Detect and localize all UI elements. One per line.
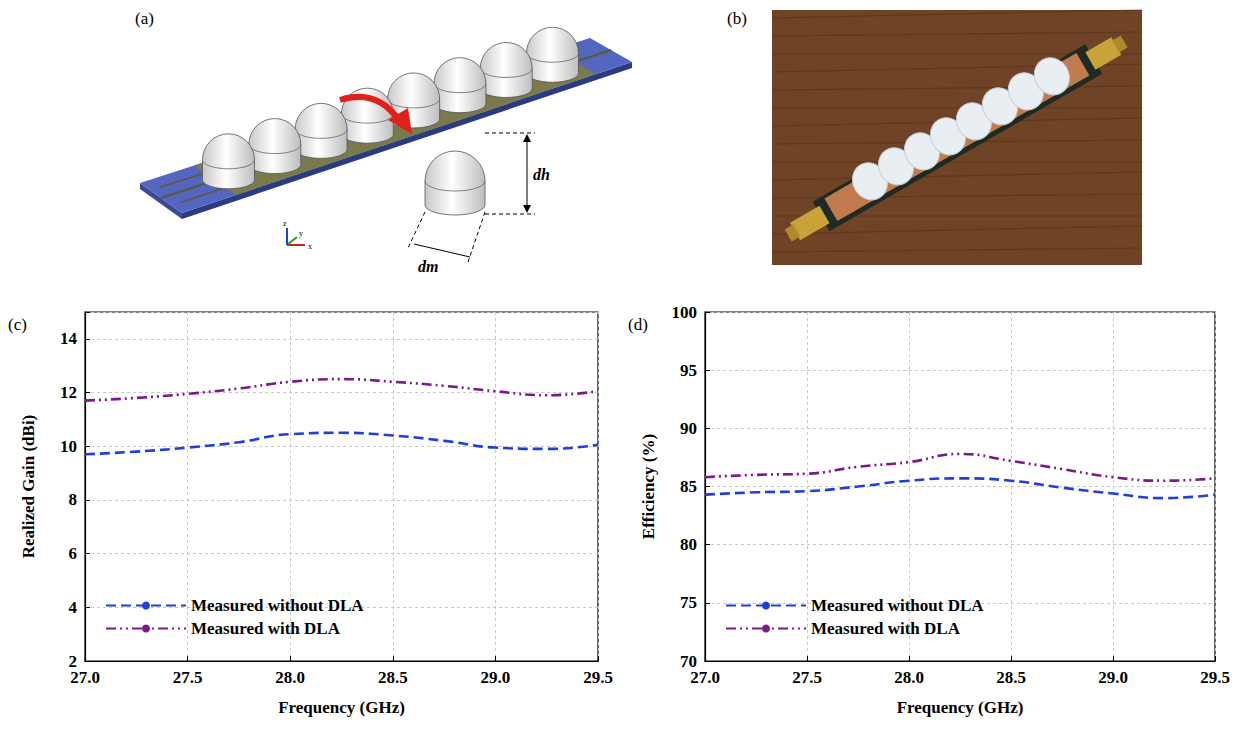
svg-text:27.0: 27.0: [690, 668, 720, 687]
svg-text:6: 6: [69, 544, 78, 563]
svg-text:80: 80: [680, 535, 697, 554]
svg-text:95: 95: [680, 361, 697, 380]
svg-text:85: 85: [680, 477, 697, 496]
svg-text:29.5: 29.5: [1200, 668, 1230, 687]
svg-text:(d): (d): [628, 315, 648, 334]
svg-text:27.0: 27.0: [70, 668, 100, 687]
svg-text:90: 90: [680, 419, 697, 438]
svg-text:Frequency (GHz): Frequency (GHz): [897, 698, 1024, 717]
svg-text:2: 2: [68, 651, 77, 671]
svg-text:29.0: 29.0: [481, 668, 511, 687]
svg-text:12: 12: [60, 383, 77, 402]
svg-text:y: y: [299, 229, 303, 238]
svg-text:28.5: 28.5: [996, 668, 1026, 687]
svg-text:Efficiency (%): Efficiency (%): [639, 434, 658, 539]
svg-text:28.5: 28.5: [378, 668, 408, 687]
svg-text:Measured with DLA: Measured with DLA: [191, 619, 341, 638]
svg-text:27.5: 27.5: [173, 668, 203, 687]
svg-text:z: z: [283, 219, 287, 228]
svg-text:8: 8: [69, 490, 78, 509]
svg-text:10: 10: [60, 437, 77, 456]
svg-text:14: 14: [60, 329, 78, 348]
svg-text:70: 70: [680, 651, 697, 671]
svg-text:(a): (a): [135, 9, 154, 28]
svg-text:(c): (c): [8, 315, 27, 334]
svg-text:29.5: 29.5: [583, 668, 613, 687]
svg-text:Frequency (GHz): Frequency (GHz): [278, 698, 405, 717]
svg-text:Measured without DLA: Measured without DLA: [191, 596, 364, 615]
svg-text:28.0: 28.0: [275, 668, 305, 687]
svg-text:4: 4: [69, 598, 78, 617]
svg-text:Measured without DLA: Measured without DLA: [811, 596, 984, 615]
svg-text:x: x: [308, 242, 312, 251]
svg-text:Measured with DLA: Measured with DLA: [811, 619, 961, 638]
svg-text:Realized Gain (dBi): Realized Gain (dBi): [19, 415, 38, 559]
svg-text:dm: dm: [418, 258, 438, 275]
svg-text:29.0: 29.0: [1098, 668, 1128, 687]
svg-text:dh: dh: [533, 166, 550, 183]
svg-text:100: 100: [672, 303, 698, 322]
svg-text:27.5: 27.5: [792, 668, 822, 687]
svg-text:(b): (b): [727, 9, 747, 28]
svg-text:75: 75: [680, 593, 697, 612]
svg-text:28.0: 28.0: [894, 668, 924, 687]
